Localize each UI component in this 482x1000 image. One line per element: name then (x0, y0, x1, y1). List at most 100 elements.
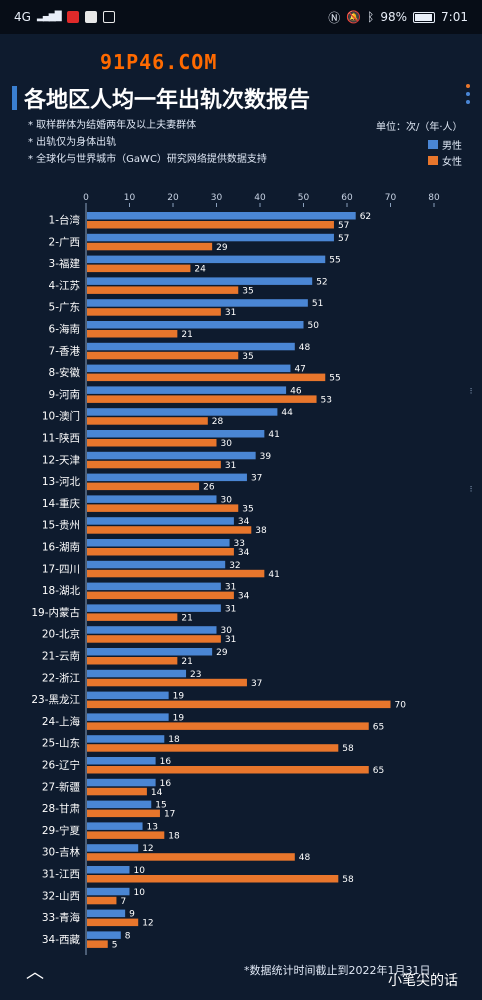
value-label-female: 70 (395, 701, 407, 711)
category-label: 31-江西 (42, 869, 80, 881)
bar-female (87, 264, 191, 273)
bar-female (87, 700, 391, 709)
bar-male (87, 408, 278, 416)
category-label: 4-江苏 (49, 279, 80, 292)
legend-swatch-female (428, 155, 438, 165)
value-label-female: 12 (142, 919, 153, 929)
bar-male (87, 648, 213, 656)
value-label-female: 34 (238, 548, 250, 558)
bar-male (87, 430, 265, 438)
bar-male (87, 212, 356, 220)
value-label-female: 17 (164, 810, 175, 820)
category-label: 11-陕西 (42, 432, 80, 445)
bar-female (87, 940, 108, 948)
value-label-male: 47 (294, 365, 305, 375)
bar-female (87, 395, 317, 403)
bar-male (87, 364, 291, 373)
value-label-male: 23 (190, 670, 201, 680)
message-icon (84, 11, 97, 23)
value-label-female: 31 (225, 635, 236, 645)
signature: 小笔尖的话 (388, 973, 458, 989)
bar-female (87, 548, 234, 556)
bar-male (87, 713, 169, 721)
bar-female (87, 221, 334, 229)
category-label: 25-山东 (42, 737, 80, 750)
value-label-male: 29 (216, 648, 228, 658)
value-label-female: 48 (299, 853, 311, 863)
bar-male (87, 299, 308, 307)
value-label-male: 30 (221, 495, 233, 505)
value-label-male: 12 (142, 844, 153, 854)
x-tick-label: 40 (254, 193, 266, 203)
bar-female (87, 373, 326, 382)
bar-male (87, 626, 217, 634)
value-label-male: 10 (134, 888, 146, 898)
category-label: 15-贵州 (42, 519, 80, 532)
app-icon (66, 11, 79, 23)
bar-female (87, 591, 234, 600)
value-label-female: 29 (216, 243, 228, 253)
value-label-female: 7 (120, 897, 126, 907)
battery-icon (413, 11, 436, 23)
value-label-male: 39 (260, 452, 272, 462)
value-label-female: 58 (342, 875, 354, 885)
category-label: 17-四川 (42, 563, 80, 575)
value-label-male: 18 (168, 735, 180, 745)
bluetooth-icon: ᛒ (367, 10, 375, 24)
bar-male (87, 473, 247, 482)
network-label: 4G (14, 10, 31, 24)
value-label-male: 55 (329, 256, 340, 266)
bar-female (87, 635, 221, 643)
value-label-male: 10 (134, 866, 146, 876)
value-label-female: 65 (373, 722, 384, 732)
bar-male (87, 822, 143, 830)
page-title: 各地区人均一年出轨次数报告 (24, 88, 311, 113)
legend-item-female: 女性 (428, 152, 462, 168)
bar-male (87, 321, 304, 329)
bar-female (87, 896, 117, 905)
bar-male (87, 451, 256, 460)
x-tick-label: 80 (428, 193, 440, 203)
category-label: 6-海南 (49, 323, 80, 336)
category-label: 18-湖北 (42, 585, 81, 597)
value-label-female: 57 (338, 221, 349, 231)
x-tick-label: 60 (341, 193, 353, 203)
dots-decoration (466, 84, 470, 108)
bar-female (87, 417, 208, 425)
value-label-female: 18 (168, 831, 180, 841)
category-label: 9-河南 (49, 388, 80, 401)
bar-female (87, 482, 200, 491)
category-label: 24-上海 (42, 715, 81, 728)
value-label-female: 28 (212, 417, 224, 427)
bar-male (87, 866, 130, 874)
bar-female (87, 787, 147, 796)
value-label-female: 21 (181, 613, 192, 623)
category-label: 27-新疆 (42, 780, 81, 793)
category-label: 26-辽宁 (42, 759, 80, 772)
value-label-female: 31 (225, 461, 236, 471)
bar-female (87, 526, 252, 534)
unit-label: 单位：次/（年·人） (376, 122, 463, 133)
x-tick-label: 20 (167, 193, 179, 203)
notes: * 取样群体为结婚两年及以上夫妻群体 * 出轨仅为身体出轨 * 全球化与世界城市… (28, 117, 267, 168)
bar-male (87, 931, 121, 939)
value-label-male: 57 (338, 234, 349, 244)
bar-female (87, 351, 239, 360)
value-label-male: 41 (268, 430, 279, 440)
bar-female (87, 460, 221, 469)
value-label-male: 30 (221, 626, 233, 636)
mute-icon: 🔕 (346, 10, 362, 24)
chevron-up-icon[interactable]: ︿ (26, 962, 44, 983)
value-label-female: 21 (181, 657, 192, 667)
bar-female (87, 809, 160, 818)
value-label-male: 46 (290, 386, 302, 396)
value-label-female: 55 (329, 374, 340, 384)
bar-female (87, 242, 213, 251)
value-label-male: 16 (160, 779, 172, 789)
category-label: 7-香港 (49, 345, 81, 357)
title-accent (12, 86, 17, 110)
category-label: 2-广西 (49, 236, 80, 248)
value-label-male: 32 (229, 561, 240, 571)
battery-level: 98% (380, 10, 408, 24)
category-label: 22-浙江 (42, 672, 81, 684)
